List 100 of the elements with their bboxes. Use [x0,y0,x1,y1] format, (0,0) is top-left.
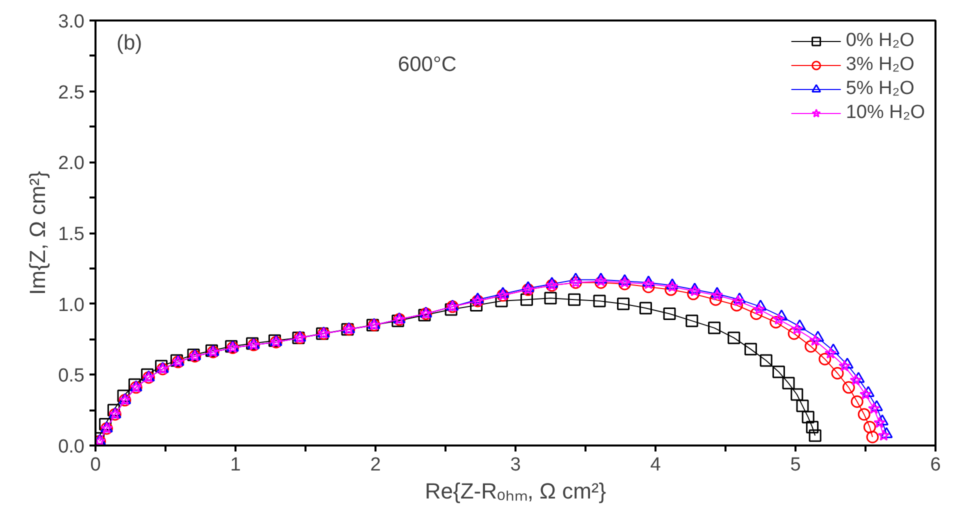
point [687,288,700,300]
point [850,395,864,408]
x-tick-label: 1 [230,454,241,476]
point [775,309,788,321]
point [772,366,785,378]
point [788,327,800,340]
point [495,294,508,308]
point [730,299,743,312]
x-tick-label: 2 [370,454,381,476]
point [841,358,854,369]
point [639,302,652,314]
point [444,303,458,316]
y-tick-label: 3.0 [58,12,85,32]
point [568,293,581,306]
point [728,332,740,344]
legend-label: 10% H₂O [846,102,925,124]
x-tick-label: 3 [510,454,521,476]
point [618,276,631,288]
point [666,280,678,292]
legend-label: 5% H₂O [846,78,914,100]
point [790,388,804,401]
point [808,429,822,442]
point [838,360,850,372]
x-tick-label: 4 [650,454,662,476]
point [754,300,767,311]
point [688,282,701,294]
point [860,388,872,400]
annotation: 600°C [398,52,457,76]
point [868,402,880,414]
point [618,278,631,290]
point [99,418,112,430]
point [471,292,484,304]
point [863,420,876,434]
point [862,386,875,398]
y-tick-label: 0.5 [58,366,85,387]
point [874,416,886,428]
point [617,298,630,310]
point [796,400,809,412]
x-axis-title: Re{Z-Rₒₕₘ, Ω cm²} [424,478,606,504]
point [793,319,806,330]
x-tick-label: 5 [790,454,801,476]
point [732,294,744,306]
point [818,352,832,366]
point [831,367,844,380]
legend-label: 0% H₂O [846,30,914,52]
point [744,342,757,356]
point [842,381,855,394]
point [750,308,763,320]
point [642,280,655,294]
point [850,374,862,386]
y-axis-title: Im{Z, Ω cm²} [25,170,50,296]
point [522,281,534,292]
point [688,284,701,296]
point [107,404,120,416]
point [760,354,772,367]
y-tick-label: 1.0 [58,294,85,316]
point [686,314,698,328]
point [594,272,608,284]
point [866,430,879,444]
legend-label: 3% H₂O [846,54,914,76]
y-tick-label: 2.0 [58,153,85,174]
point [594,274,607,286]
point [790,323,803,335]
point [804,340,818,353]
y-tick-label: 1.5 [58,224,85,245]
point [827,343,840,355]
point [806,420,819,434]
x-tick-label: 0 [90,454,101,476]
point [753,303,766,315]
point [870,400,883,412]
point [569,272,582,284]
point [772,313,785,325]
x-tick-label: 6 [930,454,941,476]
point [594,276,608,289]
point [809,334,822,346]
point [876,414,889,426]
point [802,410,814,424]
point [858,408,870,421]
y-tick-label: 0.0 [58,436,85,458]
point [117,390,130,402]
point [782,376,795,390]
point [880,427,893,438]
point [520,293,533,306]
point [666,278,679,290]
point [708,322,721,334]
point [711,289,724,301]
point [546,276,558,288]
point [878,429,890,441]
point [733,292,746,304]
point [710,286,724,298]
point [663,308,676,320]
point [824,347,836,359]
point [642,275,655,287]
point [812,330,824,342]
point [496,286,510,298]
point [618,274,631,286]
point [544,292,557,304]
point [642,278,654,290]
point [852,372,865,383]
point [664,283,678,296]
